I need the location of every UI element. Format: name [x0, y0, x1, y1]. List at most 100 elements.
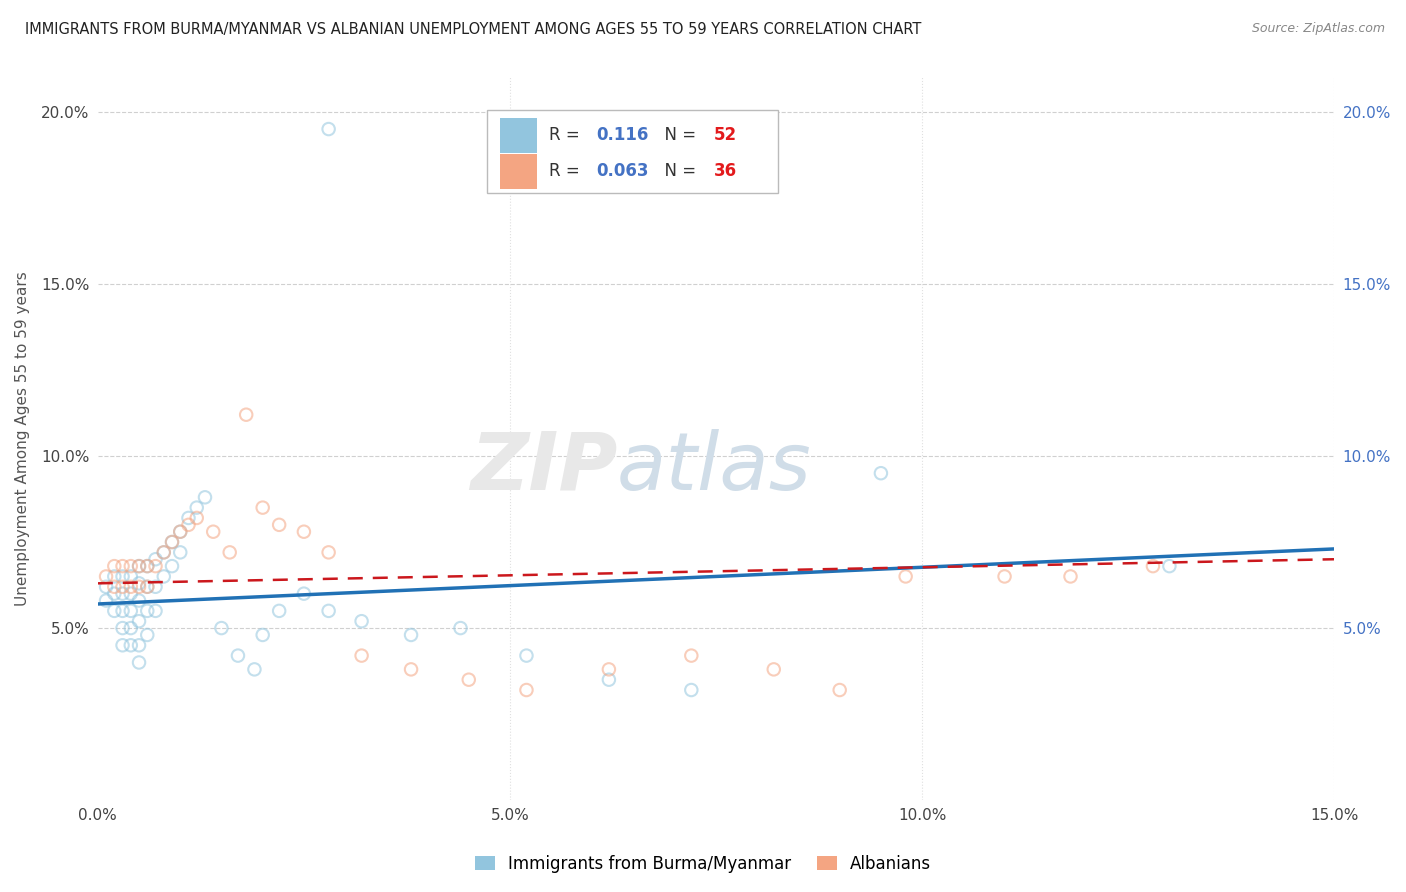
Point	[152, 569, 174, 583]
Point	[292, 587, 315, 601]
Point	[194, 491, 217, 505]
Point	[218, 545, 240, 559]
Point	[136, 604, 159, 618]
Point	[152, 545, 174, 559]
Point	[1059, 569, 1081, 583]
Point	[292, 524, 315, 539]
Point	[128, 559, 150, 574]
Point	[120, 638, 142, 652]
Point	[111, 604, 134, 618]
Point	[103, 587, 125, 601]
Point	[269, 604, 291, 618]
Point	[515, 683, 537, 698]
Point	[169, 524, 191, 539]
FancyBboxPatch shape	[499, 154, 537, 189]
Point	[211, 621, 233, 635]
Point	[993, 569, 1015, 583]
Point	[318, 545, 340, 559]
Point	[128, 614, 150, 628]
Point	[318, 604, 340, 618]
Point	[457, 673, 479, 687]
Point	[145, 559, 167, 574]
Point	[399, 662, 422, 676]
Point	[94, 593, 117, 607]
Point	[515, 648, 537, 663]
Text: 52: 52	[714, 127, 737, 145]
Point	[111, 580, 134, 594]
Point	[160, 535, 183, 549]
Point	[128, 656, 150, 670]
FancyBboxPatch shape	[499, 118, 537, 153]
Text: R =: R =	[550, 127, 585, 145]
Point	[111, 559, 134, 574]
Point	[136, 559, 159, 574]
Text: ZIP: ZIP	[470, 429, 617, 507]
Point	[120, 569, 142, 583]
Text: Source: ZipAtlas.com: Source: ZipAtlas.com	[1251, 22, 1385, 36]
Point	[94, 569, 117, 583]
Point	[145, 580, 167, 594]
Text: R =: R =	[550, 162, 585, 180]
Point	[103, 569, 125, 583]
Text: 0.063: 0.063	[596, 162, 648, 180]
Point	[120, 580, 142, 594]
Point	[94, 580, 117, 594]
Point	[350, 614, 373, 628]
Point	[120, 559, 142, 574]
Point	[128, 593, 150, 607]
Point	[160, 535, 183, 549]
Point	[128, 580, 150, 594]
Point	[145, 552, 167, 566]
Legend: Immigrants from Burma/Myanmar, Albanians: Immigrants from Burma/Myanmar, Albanians	[468, 848, 938, 880]
Point	[103, 604, 125, 618]
Point	[177, 517, 200, 532]
Point	[103, 559, 125, 574]
Point	[128, 638, 150, 652]
Point	[1142, 559, 1164, 574]
Point	[177, 511, 200, 525]
Point	[243, 662, 266, 676]
Point	[111, 638, 134, 652]
Point	[762, 662, 785, 676]
Point	[186, 500, 208, 515]
Point	[120, 621, 142, 635]
Y-axis label: Unemployment Among Ages 55 to 59 years: Unemployment Among Ages 55 to 59 years	[15, 271, 30, 607]
FancyBboxPatch shape	[488, 110, 778, 193]
Point	[399, 628, 422, 642]
Text: N =: N =	[654, 162, 702, 180]
Point	[145, 604, 167, 618]
Text: 0.116: 0.116	[596, 127, 648, 145]
Text: IMMIGRANTS FROM BURMA/MYANMAR VS ALBANIAN UNEMPLOYMENT AMONG AGES 55 TO 59 YEARS: IMMIGRANTS FROM BURMA/MYANMAR VS ALBANIA…	[25, 22, 922, 37]
Point	[350, 648, 373, 663]
Point	[681, 683, 703, 698]
Point	[136, 580, 159, 594]
Point	[136, 559, 159, 574]
Point	[152, 545, 174, 559]
Text: atlas: atlas	[617, 429, 811, 507]
Point	[111, 587, 134, 601]
Point	[1159, 559, 1181, 574]
Point	[598, 662, 620, 676]
Point	[894, 569, 917, 583]
Point	[870, 467, 893, 481]
Point	[598, 673, 620, 687]
Point	[169, 524, 191, 539]
Point	[235, 408, 257, 422]
Point	[136, 580, 159, 594]
Point	[269, 517, 291, 532]
Point	[186, 511, 208, 525]
Point	[681, 648, 703, 663]
Point	[226, 648, 249, 663]
Point	[136, 628, 159, 642]
Point	[169, 545, 191, 559]
Point	[120, 604, 142, 618]
Point	[120, 587, 142, 601]
Point	[128, 576, 150, 591]
Text: 36: 36	[714, 162, 737, 180]
Point	[252, 628, 274, 642]
Point	[828, 683, 851, 698]
Text: N =: N =	[654, 127, 702, 145]
Point	[103, 580, 125, 594]
Point	[111, 621, 134, 635]
Point	[111, 569, 134, 583]
